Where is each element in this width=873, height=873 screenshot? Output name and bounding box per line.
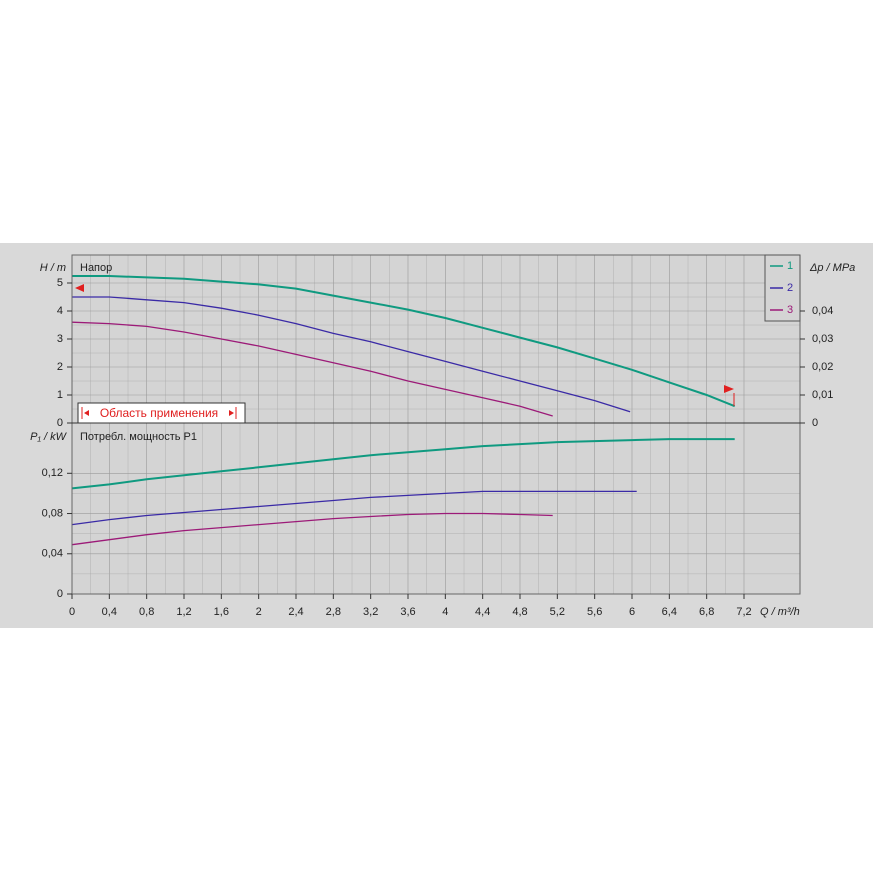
x-tick-label: 1,6 <box>214 606 229 618</box>
x-tick-label: 2 <box>256 606 262 618</box>
marks <box>71 275 736 546</box>
y-tick-label: 0 <box>57 588 63 600</box>
x-tick-label: 0 <box>69 606 75 618</box>
y-tick-label: 4 <box>57 305 63 317</box>
x-tick-label: 4,4 <box>475 606 490 618</box>
y-tick-label: 3 <box>57 333 63 345</box>
curve <box>72 275 736 408</box>
y-tick-label: 2 <box>57 361 63 373</box>
x-tick-label: 2,8 <box>326 606 341 618</box>
y-axis-label: P₁ / kW <box>30 431 67 443</box>
legend-label: 2 <box>787 282 793 294</box>
x-tick-label: 4 <box>442 606 448 618</box>
panel-title: Напор <box>80 262 112 274</box>
x-axis-label: Q / m³/h <box>760 606 800 618</box>
y-tick-label: 0,12 <box>42 467 63 479</box>
y2-tick-label: 0,02 <box>812 361 833 373</box>
legend-label: 3 <box>787 304 793 316</box>
legend-label: 1 <box>787 260 793 272</box>
y2-axis-label: Δp / MPa <box>809 262 855 274</box>
y2-tick-label: 0,04 <box>812 305 833 317</box>
x-tick-label: 6 <box>629 606 635 618</box>
grid <box>71 255 800 595</box>
marker <box>84 410 89 416</box>
curve <box>72 296 631 413</box>
x-tick-label: 6,8 <box>699 606 714 618</box>
y-axis-label: H / m <box>40 262 66 274</box>
plot-area <box>72 255 800 594</box>
curve <box>71 321 553 417</box>
application-area: Область применения <box>77 402 246 424</box>
y-tick-label: 0,04 <box>42 548 63 560</box>
x-tick-label: 6,4 <box>662 606 677 618</box>
y-tick-label: 5 <box>57 277 63 289</box>
marker <box>229 410 234 416</box>
plot-frame <box>71 254 801 595</box>
x-tick-label: 5,6 <box>587 606 602 618</box>
x-tick-label: 3,2 <box>363 606 378 618</box>
curve <box>71 438 735 490</box>
x-tick-label: 3,6 <box>400 606 415 618</box>
y2-tick-label: 0,03 <box>812 333 833 345</box>
curve <box>71 490 637 526</box>
x-tick-label: 5,2 <box>550 606 565 618</box>
annotation-box <box>77 402 246 424</box>
y2-tick-label: 0 <box>812 417 818 429</box>
x-tick-label: 4,8 <box>512 606 527 618</box>
x-tick-label: 1,2 <box>176 606 191 618</box>
range-marker <box>75 284 84 292</box>
y-tick-label: 1 <box>57 389 63 401</box>
x-tick-label: 2,4 <box>288 606 303 618</box>
annotation: Область применения <box>100 406 218 420</box>
panel-title: Потребл. мощность P1 <box>80 431 197 443</box>
x-tick-label: 0,4 <box>102 606 117 618</box>
y2-tick-label: 0,01 <box>812 389 833 401</box>
x-tick-label: 0,8 <box>139 606 154 618</box>
y-tick-label: 0 <box>57 417 63 429</box>
range-marker <box>724 385 734 393</box>
curve <box>71 512 553 546</box>
y-tick-label: 0,08 <box>42 507 63 519</box>
x-tick-label: 7,2 <box>736 606 751 618</box>
